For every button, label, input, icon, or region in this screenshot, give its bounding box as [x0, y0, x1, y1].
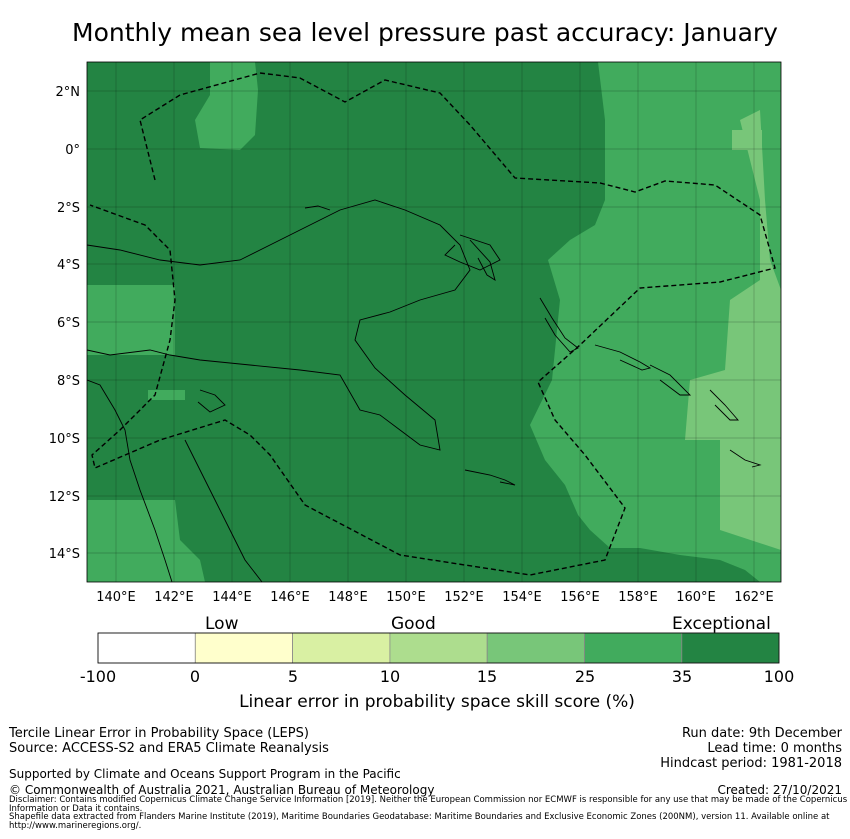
coast-solomon-1: [594, 344, 652, 371]
lat-label: 6°S: [57, 316, 80, 331]
eez-png-north: [89, 72, 776, 576]
lat-label: 12°S: [49, 490, 80, 505]
lon-label: 144°E: [212, 590, 252, 605]
lon-label: 140°E: [96, 590, 136, 605]
lon-label: 156°E: [560, 590, 600, 605]
lon-label: 162°E: [734, 590, 774, 605]
chart-title: Monthly mean sea level pressure past acc…: [72, 18, 778, 47]
colorbar-tick: 0: [189, 667, 201, 686]
coast-solomon-3: [709, 389, 739, 421]
field-moderate-east: [685, 110, 781, 550]
coast-manus: [304, 205, 331, 211]
colorbar-segment: [292, 632, 391, 664]
colorbar-segment: [486, 632, 585, 664]
colorbar-frame: [97, 632, 780, 664]
field-good-arafura: [148, 390, 185, 400]
footer-copyright: © Commonwealth of Australia 2021, Austra…: [9, 783, 435, 797]
colorbar-segment: [584, 632, 683, 664]
coast-new-ireland: [469, 239, 496, 281]
lat-label: 8°S: [57, 374, 80, 389]
coast-new-guinea: [86, 199, 471, 451]
field-good-east: [530, 62, 781, 582]
lat-label: 2°N: [56, 85, 81, 100]
colorbar-segment: [97, 632, 196, 664]
graticule: [87, 62, 781, 582]
colorbar-tick: 100: [763, 667, 795, 686]
footer-run-date: Run date: 9th December: [681, 726, 842, 741]
field-moderate-patch: [732, 130, 762, 150]
map-frame: [86, 61, 782, 583]
lon-label: 148°E: [328, 590, 368, 605]
coast-new-britain: [444, 234, 501, 271]
coast-australia: [86, 379, 263, 583]
coastlines: [86, 199, 762, 583]
colorbar-tick: 5: [287, 667, 299, 686]
lat-label: 0°: [65, 143, 80, 158]
lon-label: 152°E: [444, 590, 484, 605]
field-good-south: [87, 500, 205, 582]
colorbar-tick: 35: [671, 667, 693, 686]
colorbar-tick: 25: [574, 667, 596, 686]
colorbar-title: Linear error in probability space skill …: [239, 692, 635, 712]
coast-dampier: [197, 389, 226, 413]
lon-label: 158°E: [618, 590, 658, 605]
colorbar-category-exceptional: Exceptional: [672, 614, 771, 634]
lon-label: 154°E: [502, 590, 542, 605]
lon-label: 160°E: [676, 590, 716, 605]
colorbar: [97, 632, 780, 664]
lon-label: 150°E: [386, 590, 426, 605]
coast-bougainville: [539, 297, 579, 353]
coast-louisiade: [464, 469, 516, 486]
colorbar-category-good: Good: [391, 614, 436, 634]
colorbar-segment: [194, 632, 294, 664]
footer-lead-time: Lead time: 0 months: [707, 741, 842, 756]
colorbar-segment: [389, 632, 488, 664]
footer-shapefile: Shapefile data extracted from Flanders M…: [9, 812, 830, 831]
coast-solomon-2: [649, 364, 692, 396]
colorbar-segment: [681, 632, 780, 664]
colorbar-tick: -100: [79, 667, 117, 686]
lat-label: 10°S: [49, 432, 80, 447]
footer-source: Source: ACCESS-S2 and ERA5 Climate Reana…: [9, 741, 329, 756]
lat-label: 2°S: [57, 201, 80, 216]
colorbar-tick: 15: [476, 667, 498, 686]
footer-created: Created: 27/10/2021: [717, 783, 842, 797]
lat-label: 4°S: [57, 258, 80, 273]
lat-label: 14°S: [49, 547, 80, 562]
coast-vanuatu: [729, 449, 762, 468]
footer-hindcast: Hindcast period: 1981-2018: [660, 756, 842, 771]
field-good-bismarck: [195, 62, 258, 150]
footer-disclaimer: Disclaimer: Contains modified Copernicus…: [9, 795, 848, 814]
colorbar-category-low: Low: [205, 614, 239, 634]
footer-supported: Supported by Climate and Oceans Support …: [9, 767, 401, 781]
lon-label: 146°E: [270, 590, 310, 605]
lon-label: 142°E: [154, 590, 194, 605]
eez-boundaries: [89, 72, 776, 576]
field-good-west: [87, 285, 175, 355]
footer-method: Tercile Linear Error in Probability Spac…: [9, 726, 309, 741]
skill-field: [87, 62, 781, 582]
colorbar-tick: 10: [379, 667, 401, 686]
